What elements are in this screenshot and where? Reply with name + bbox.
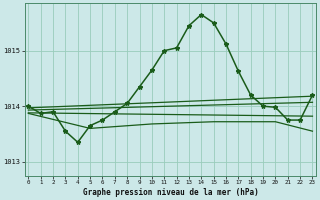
X-axis label: Graphe pression niveau de la mer (hPa): Graphe pression niveau de la mer (hPa) [83, 188, 258, 197]
